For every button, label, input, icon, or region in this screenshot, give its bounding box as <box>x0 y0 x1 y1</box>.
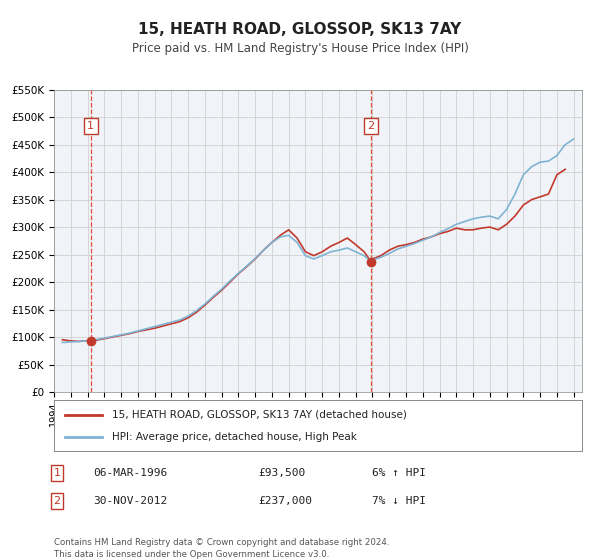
Text: 15, HEATH ROAD, GLOSSOP, SK13 7AY: 15, HEATH ROAD, GLOSSOP, SK13 7AY <box>139 22 461 38</box>
Text: £93,500: £93,500 <box>258 468 305 478</box>
Text: Price paid vs. HM Land Registry's House Price Index (HPI): Price paid vs. HM Land Registry's House … <box>131 42 469 55</box>
Text: 7% ↓ HPI: 7% ↓ HPI <box>372 496 426 506</box>
Text: Contains HM Land Registry data © Crown copyright and database right 2024.: Contains HM Land Registry data © Crown c… <box>54 538 389 547</box>
Text: 2: 2 <box>368 121 374 131</box>
Text: HPI: Average price, detached house, High Peak: HPI: Average price, detached house, High… <box>112 432 357 442</box>
Text: 1: 1 <box>87 121 94 131</box>
Text: £237,000: £237,000 <box>258 496 312 506</box>
Text: 06-MAR-1996: 06-MAR-1996 <box>93 468 167 478</box>
Text: 15, HEATH ROAD, GLOSSOP, SK13 7AY (detached house): 15, HEATH ROAD, GLOSSOP, SK13 7AY (detac… <box>112 409 407 419</box>
Text: 30-NOV-2012: 30-NOV-2012 <box>93 496 167 506</box>
Text: 6% ↑ HPI: 6% ↑ HPI <box>372 468 426 478</box>
Text: This data is licensed under the Open Government Licence v3.0.: This data is licensed under the Open Gov… <box>54 550 329 559</box>
Text: 1: 1 <box>53 468 61 478</box>
Text: 2: 2 <box>53 496 61 506</box>
